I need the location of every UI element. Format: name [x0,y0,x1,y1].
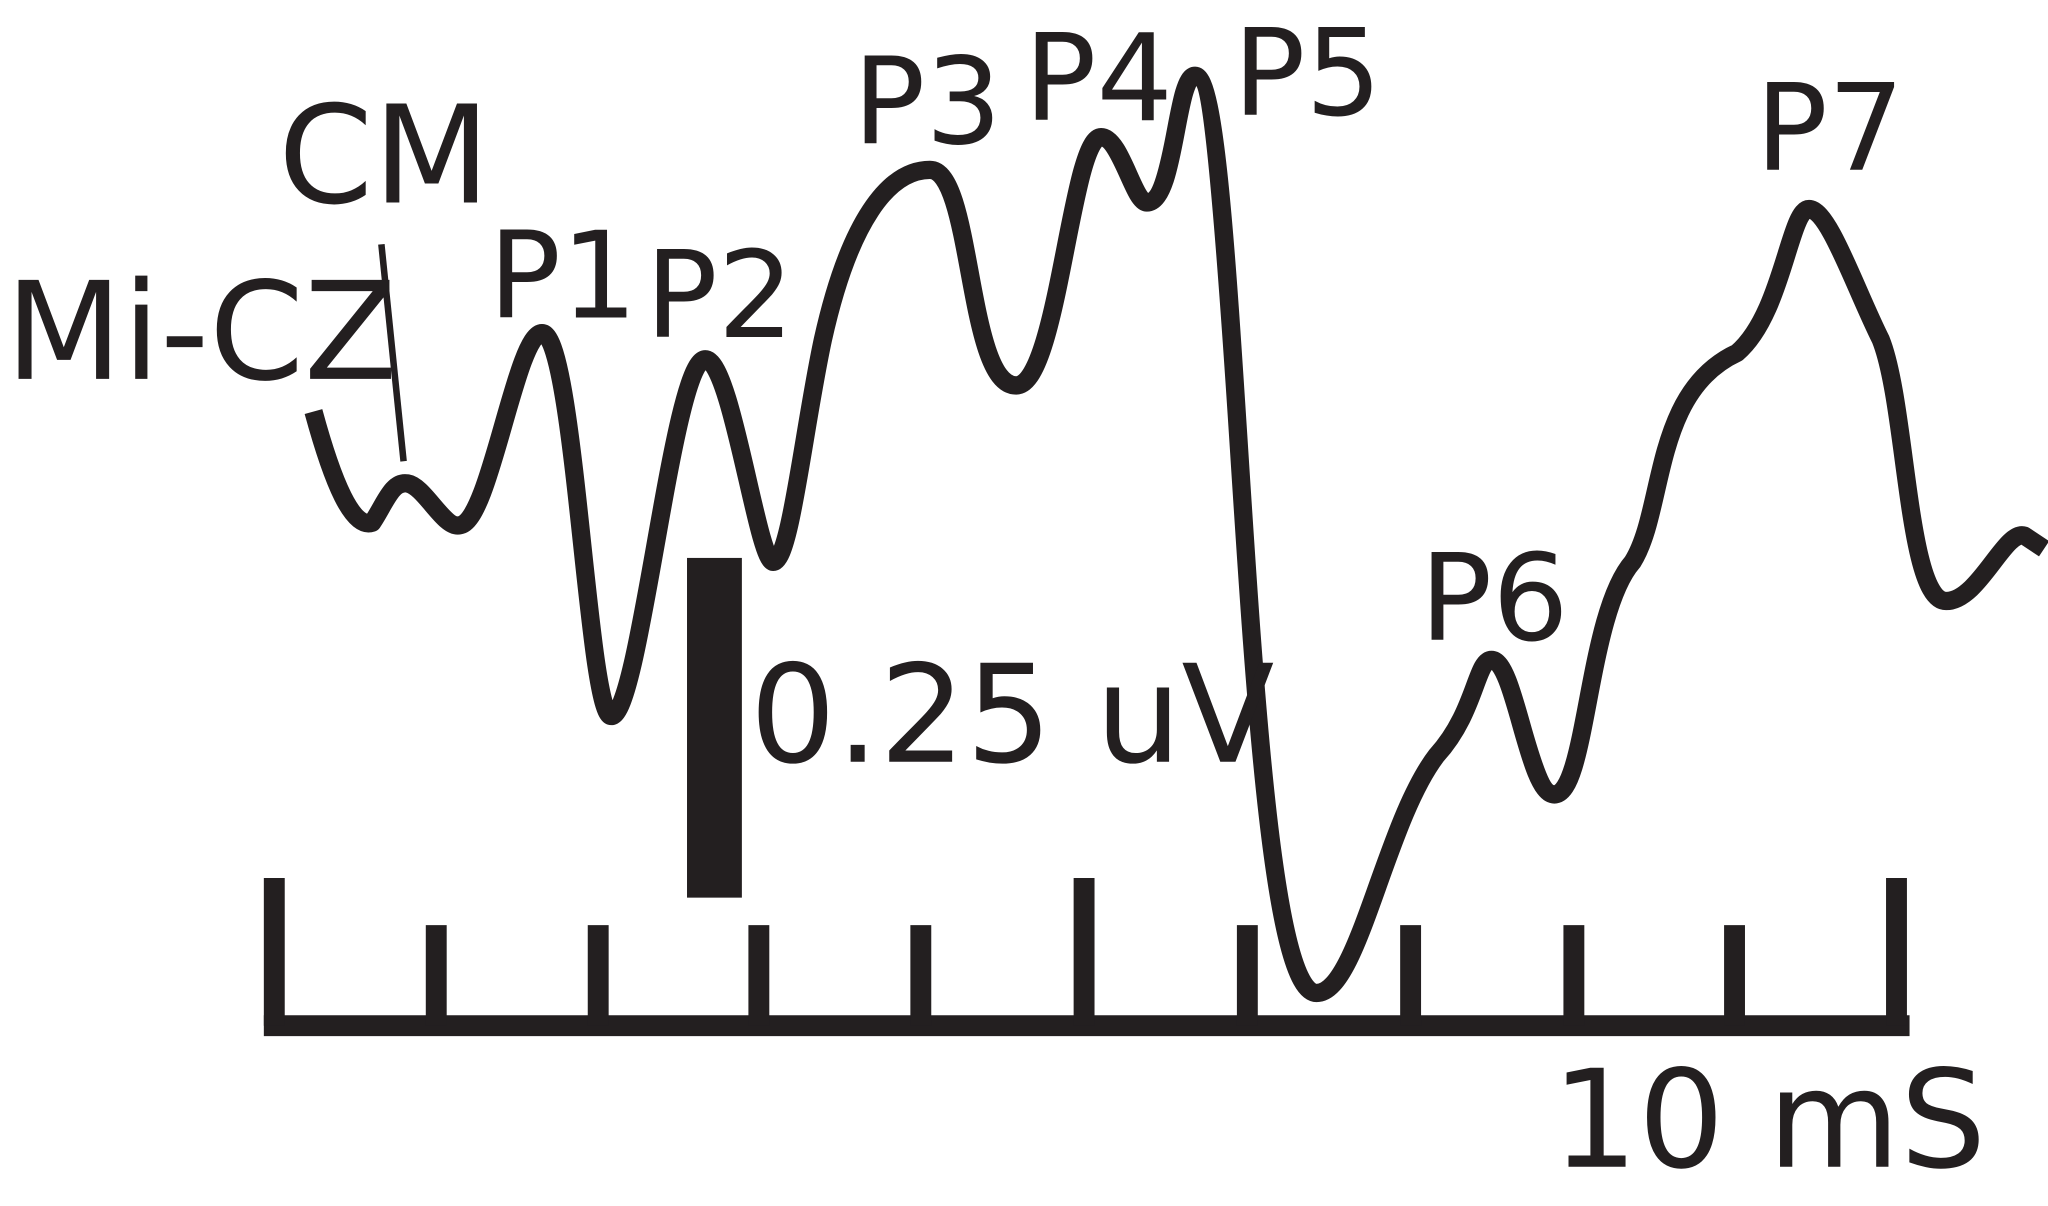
wave-label: P3 [853,33,1002,173]
cm-pointer [378,244,407,462]
wave-label: P2 [645,226,794,366]
wave-label: P7 [1755,59,1904,199]
amplitude-bar [687,557,742,898]
trace-label: Mi-CZ [5,254,397,412]
wave-label: P6 [1420,529,1569,669]
amplitude-scale-label: 0.25 uV [750,637,1275,795]
time-axis [263,878,1910,1037]
waveform [304,66,2048,1003]
wave-label: P4 [1024,9,1173,149]
wave-label: P1 [488,206,637,346]
wave-label: CM [278,78,490,236]
wave-label: P5 [1233,4,1382,144]
time-scale-label: 10 mS [1552,1042,1987,1200]
